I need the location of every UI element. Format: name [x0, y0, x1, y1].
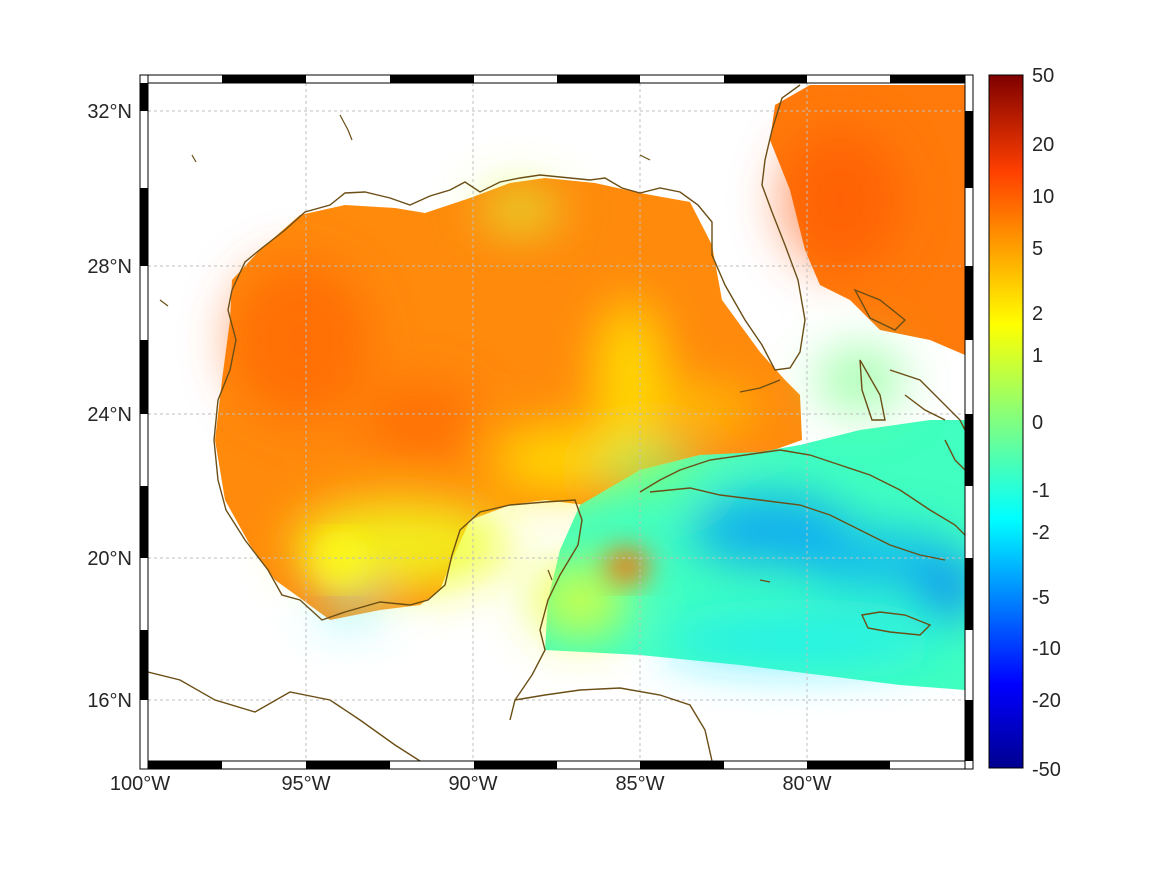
lon-label-95: 95°W — [281, 773, 330, 795]
lon-label-90: 90°W — [448, 773, 497, 795]
lat-label-32: 32°N — [87, 101, 132, 123]
lon-labels: 100°W 95°W 90°W 85°W 80°W — [110, 773, 832, 795]
coastlines — [148, 84, 965, 761]
data-field — [215, 85, 965, 690]
island-west-1 — [339, 114, 353, 141]
hot-core-west — [230, 260, 370, 420]
colorbar-label-5: 5 — [1032, 238, 1043, 260]
graticule — [148, 83, 965, 761]
green-patch — [600, 448, 700, 492]
caribbean-cyan-south — [660, 615, 940, 665]
colorbar-label-minus5: -5 — [1032, 587, 1050, 609]
yellow-band-5 — [620, 385, 760, 435]
island-cayman — [759, 579, 771, 583]
colorbar-label-20: 20 — [1032, 134, 1054, 156]
yellow-band-2 — [490, 425, 630, 495]
lat-label-20: 20°N — [87, 548, 132, 570]
caribbean-warm-eddy — [605, 548, 649, 584]
colorbar-bar — [988, 74, 1024, 769]
lon-label-85: 85°W — [615, 773, 664, 795]
cyan-patch-south — [315, 593, 385, 617]
colorbar-label-1: 1 — [1032, 345, 1043, 367]
hot-core-central — [360, 380, 480, 460]
caribbean-yellow — [530, 560, 630, 640]
map-frame — [139, 74, 974, 770]
coast-hispaniola — [944, 439, 965, 471]
colorbar-label-minus20: -20 — [1032, 690, 1061, 712]
yellow-band-4 — [480, 190, 560, 230]
campeche-yellow — [310, 530, 370, 590]
caribbean-blue-2 — [800, 530, 960, 590]
lat-label-16: 16°N — [87, 690, 132, 712]
atlantic-core — [780, 130, 900, 270]
colorbar: 50 20 10 5 2 1 0 -1 -2 -5 -10 -20 -50 — [988, 65, 1061, 781]
lat-label-28: 28°N — [87, 256, 132, 278]
coast-bahamas — [853, 288, 965, 431]
coast-florida-keys — [739, 379, 781, 393]
caribbean-blue-3 — [920, 560, 965, 620]
island-west-3 — [159, 299, 169, 307]
coast-cuba — [639, 449, 965, 561]
lat-label-24: 24°N — [87, 404, 132, 426]
coast-honduras — [514, 687, 713, 761]
island-east-atlantic — [639, 154, 651, 161]
florida-strait-green — [815, 345, 905, 415]
coast-jamaica — [860, 611, 932, 636]
colorbar-label-minus10: -10 — [1032, 638, 1061, 660]
colorbar-label-0: 0 — [1032, 412, 1043, 434]
island-yucatan-reef — [547, 569, 553, 581]
colorbar-label-50: 50 — [1032, 65, 1054, 87]
coast-mexico — [213, 289, 583, 721]
colorbar-label-minus1: -1 — [1032, 480, 1050, 502]
colorbar-label-minus50: -50 — [1032, 759, 1061, 781]
islands — [159, 114, 771, 583]
lon-label-100: 100°W — [110, 773, 170, 795]
coast-us-gulf — [231, 84, 806, 371]
lat-labels: 32°N 28°N 24°N 20°N 16°N — [87, 101, 132, 712]
colorbar-label-10: 10 — [1032, 186, 1054, 208]
colorbar-label-2: 2 — [1032, 303, 1043, 325]
island-west-2 — [191, 154, 197, 163]
lon-label-80: 80°W — [782, 773, 831, 795]
coast-central-america — [148, 671, 421, 761]
colorbar-label-minus2: -2 — [1032, 522, 1050, 544]
